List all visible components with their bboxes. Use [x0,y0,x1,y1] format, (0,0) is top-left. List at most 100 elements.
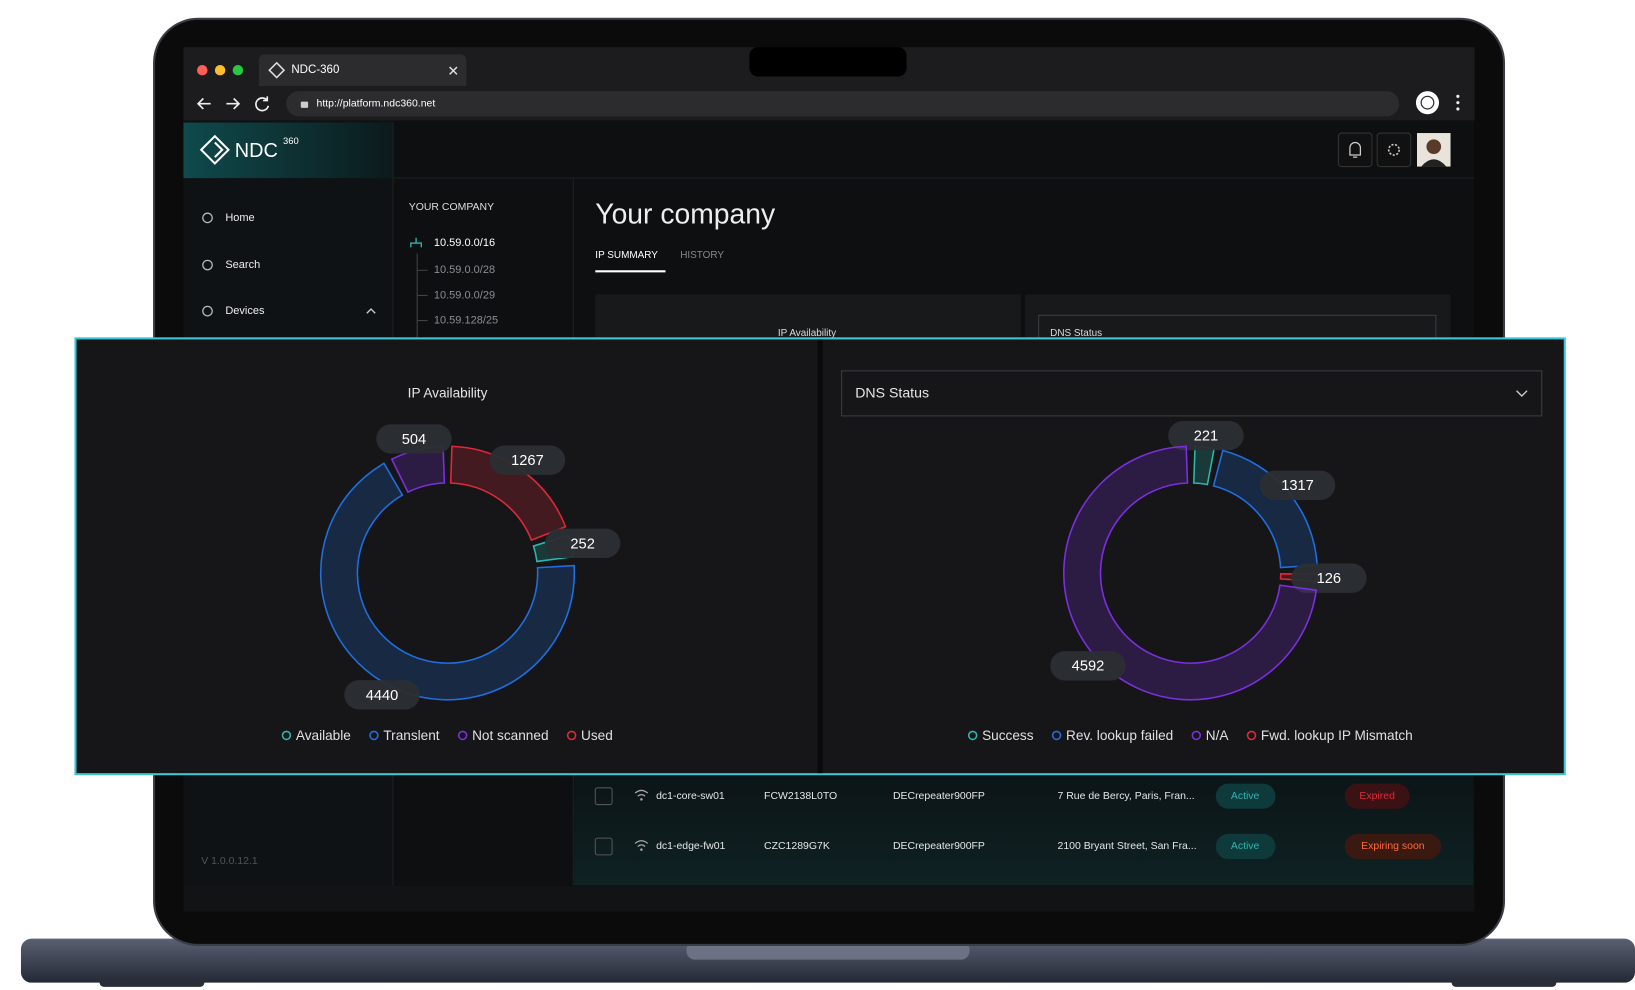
value-label: 4440 [366,688,399,704]
row-checkbox[interactable] [594,837,613,856]
legend-label: Fwd. lookup IP Mismatch [1261,728,1413,743]
legend-marker [281,730,292,741]
value-pill [1168,420,1244,451]
screen-bottom [183,885,1475,912]
table-cell: 7 Rue de Bercy, Paris, Fran... [1058,791,1195,802]
menu-dot [1456,101,1460,105]
table-cell: CZC1289G7K [764,841,830,852]
legend-marker [457,730,468,741]
tree-node[interactable]: 10.59.0.0/29 [434,289,495,301]
legend: Available Translent Not scanned Used [281,728,613,743]
table-cell: DECrepeater900FP [893,841,985,852]
lock-icon [300,101,309,108]
browser-tab[interactable] [258,54,467,86]
logo-icon [199,134,230,165]
url[interactable]: http://platform.ndc360.net [317,98,436,109]
value-pill [1050,651,1126,681]
donut-segment [1063,445,1318,701]
nav-item[interactable]: Devices [225,305,265,317]
logo-area [183,122,394,179]
status: Active [1231,791,1260,802]
legend-label: Available [296,728,351,743]
tab[interactable]: IP SUMMARY [595,250,658,261]
dropdown[interactable] [841,370,1543,417]
wifi-icon [634,840,649,847]
card [595,294,1021,342]
menu-dot [1456,94,1460,98]
nav-item[interactable]: Search [225,259,260,271]
value-label: 1267 [511,453,544,469]
nav-icon [202,305,213,317]
nav-item[interactable]: Home [225,212,254,224]
settings-button[interactable] [1376,132,1412,168]
donut-segment [319,462,576,701]
table-cell: DECrepeater900FP [893,791,985,802]
laptop-foot [1451,978,1557,987]
legend-marker [967,730,978,741]
network-icon [410,237,423,248]
value-pill [544,528,621,559]
nav-icon [202,212,213,224]
legend-label: Translent [383,728,439,743]
tab[interactable]: HISTORY [680,250,724,261]
window-control[interactable] [214,64,226,76]
collapse-caret[interactable] [366,308,376,314]
value-label: 126 [1317,571,1341,587]
table-cell: 2100 Bryant Street, San Fra... [1058,841,1197,852]
value-label: 4592 [1072,659,1105,675]
table-cell[interactable]: dc1-core-sw01 [656,791,725,802]
tree-node[interactable]: 10.59.128/25 [434,314,498,326]
tree-root[interactable]: 10.59.0.0/16 [434,237,495,249]
logo-superscript: 360 [283,135,299,146]
avatar-head [1426,139,1442,154]
logo: NDC [235,140,278,162]
table-cell[interactable]: dc1-edge-fw01 [656,841,725,852]
legend-label: Rev. lookup failed [1066,728,1173,743]
laptop-base [20,938,1635,983]
expiry: Expiring soon [1361,841,1425,852]
table-cell: FCW2138L0TO [764,791,837,802]
gear-icon [1387,143,1400,156]
tab-close[interactable] [449,66,458,75]
row-checkbox[interactable] [594,787,613,806]
notifications-button[interactable] [1337,132,1373,168]
tree-node[interactable]: 10.59.0.0/28 [434,264,495,276]
window-control[interactable] [232,64,244,76]
page-title: Your company [595,197,776,229]
expiry-pill [1344,783,1410,809]
legend-marker [1246,730,1257,741]
dropdown-label: DNS Status [855,385,929,401]
status-pill [1215,833,1276,860]
value-label: 252 [570,536,594,552]
legend-label: N/A [1206,728,1230,743]
legend-marker [566,730,577,741]
legend-label: Success [982,728,1034,743]
chart-title: IP Availability [408,386,488,401]
status: Active [1231,841,1260,852]
legend-marker [369,730,379,741]
profile-button[interactable] [1415,91,1440,115]
menu-dot [1456,107,1460,111]
profile-face [1420,95,1435,110]
dropdown-chevron [1516,390,1528,397]
wifi-dot [640,848,643,851]
value-pill [489,445,566,475]
value-label: 1317 [1281,478,1314,494]
legend-marker [1051,730,1062,741]
dropdown-label: DNS Status [1050,328,1102,339]
url-bar[interactable] [286,91,1400,117]
value-label: 504 [402,432,426,448]
window-control[interactable] [197,64,208,76]
laptop-foot [99,978,205,987]
forward-button[interactable] [226,97,241,110]
legend-label: Not scanned [472,728,548,743]
reload-button[interactable] [255,96,270,112]
value-pill [1259,470,1336,500]
value-pill [376,424,452,454]
nav-icon [202,259,213,271]
back-button[interactable] [196,97,211,110]
value-pill [344,680,420,710]
wifi-dot [640,798,643,801]
